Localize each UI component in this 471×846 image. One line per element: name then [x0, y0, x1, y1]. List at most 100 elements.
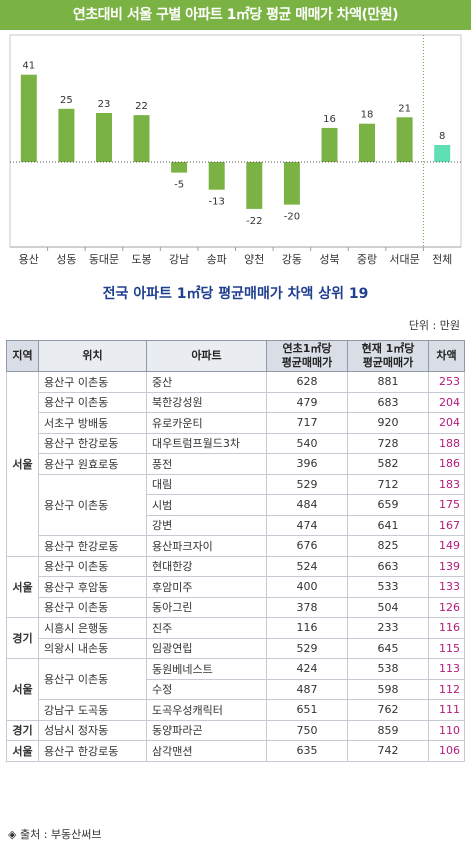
table-row: 서울 용산구 한강로동 삼각맨션 635 742 106: [6, 740, 465, 762]
location-cell: 성남시 정자동: [38, 719, 147, 741]
diff-cell: 106: [428, 740, 465, 762]
bar-4: [133, 115, 150, 162]
table-row: 강남구 도곡동 도곡우성캐릭터 651 762 111: [7, 699, 465, 721]
current-price-cell: 645: [347, 637, 429, 659]
location-cell: 용산구 이촌동: [38, 658, 147, 700]
start-price-cell: 750: [266, 719, 348, 741]
header-current-price: 현재 1㎡당 평균매매가: [347, 340, 429, 372]
table-row: 서초구 방배동 유로카운티 717 920 204: [7, 412, 465, 434]
current-price-cell: 504: [347, 596, 429, 618]
current-price-cell: 663: [347, 555, 429, 577]
start-price-cell: 396: [266, 453, 348, 475]
start-price-cell: 479: [266, 391, 348, 413]
diff-cell: 116: [428, 617, 465, 639]
start-price-cell: 529: [266, 473, 348, 495]
bar-3: [96, 113, 112, 162]
bar-12: [434, 145, 451, 162]
header-start-line1: 연초1㎡당: [282, 342, 332, 355]
category-label-4: 도봉: [131, 253, 151, 266]
value-label-11: 21: [398, 103, 411, 114]
value-label-2: 25: [60, 95, 73, 106]
current-price-cell: 233: [347, 617, 429, 639]
bar-10: [359, 123, 375, 162]
start-price-cell: 635: [266, 740, 348, 762]
table-row: 경기 시흥시 은행동 진주 116 233 116: [6, 617, 465, 659]
source-note: ◈ 출처 : 부동산써브: [8, 828, 102, 841]
category-label-8: 강동: [282, 253, 302, 266]
current-price-cell: 742: [347, 740, 429, 762]
location-cell: 용산구 이촌동: [38, 391, 147, 413]
diff-cell: 115: [428, 637, 465, 659]
bar-chart: 41 25 23 22 -5 -13 -22 -20 16 18 21 8 용산 성동 동대문 도봉 강남 송파…: [9, 34, 462, 266]
current-price-cell: 533: [347, 576, 429, 598]
bar-8: [283, 162, 300, 205]
diff-cell: 186: [428, 453, 465, 475]
location-cell: 용산구 이촌동: [38, 473, 147, 536]
start-price-cell: 424: [266, 658, 348, 680]
apartment-cell: 동원베네스트: [146, 658, 267, 680]
location-cell: 용산구 이촌동: [38, 596, 147, 618]
apartment-cell: 유로카운티: [146, 412, 267, 434]
apartment-cell: 용산파크자이: [146, 535, 267, 557]
location-cell: 용산구 원효로동: [38, 453, 147, 475]
current-price-cell: 538: [347, 658, 429, 680]
diff-cell: 112: [428, 678, 465, 700]
table-row: 용산구 원효로동 풍전 396 582 186: [7, 453, 465, 475]
header-region: 지역: [6, 340, 39, 372]
location-cell: 강남구 도곡동: [38, 699, 147, 721]
diff-cell: 188: [428, 432, 465, 454]
current-price-cell: 582: [347, 453, 429, 475]
start-price-cell: 487: [266, 678, 348, 700]
apartment-cell: 강변: [146, 514, 267, 536]
bar-9: [321, 127, 338, 162]
start-price-cell: 628: [266, 371, 348, 393]
bar-11: [396, 117, 413, 162]
table-row: 용산구 이촌동 동아그린 378 504 126: [7, 596, 465, 618]
start-price-cell: 540: [266, 432, 348, 454]
diff-cell: 111: [428, 699, 465, 721]
current-price-cell: 659: [347, 494, 429, 516]
value-label-8: -20: [284, 212, 300, 223]
location-cell: 용산구 한강로동: [38, 535, 147, 557]
category-label-9: 성북: [319, 253, 339, 266]
header-current-line1: 현재 1㎡당: [361, 342, 415, 355]
header-diff: 차액: [428, 340, 465, 372]
start-price-cell: 529: [266, 637, 348, 659]
table-row: 경기 성남시 정자동 동양파라곤 750 859 110: [6, 719, 465, 741]
bar-2: [58, 108, 75, 163]
value-label-10: 18: [361, 110, 374, 121]
apartment-cell: 삼각맨션: [146, 740, 267, 762]
region-cell: 경기: [6, 719, 39, 741]
table-row: 서울 용산구 이촌동 중산 628 881 253: [6, 371, 465, 557]
diff-cell: 175: [428, 494, 465, 516]
category-label-10: 중랑: [357, 253, 377, 266]
category-label-6: 송파: [207, 253, 227, 266]
location-cell: 서초구 방배동: [38, 412, 147, 434]
table-row: 서울 용산구 이촌동 현대한강 524 663 139: [6, 555, 465, 618]
bar-5: [171, 162, 188, 173]
value-label-9: 16: [323, 114, 336, 125]
current-price-cell: 641: [347, 514, 429, 536]
apartment-cell: 후암미주: [146, 576, 267, 598]
category-label-12: 전체: [432, 253, 452, 266]
category-label-5: 강남: [169, 253, 189, 266]
start-price-cell: 378: [266, 596, 348, 618]
location-cell: 의왕시 내손동: [38, 637, 147, 659]
chart-title: 연초대비 서울 구별 아파트 1㎡당 평균 매매가 차액(만원): [0, 0, 471, 30]
region-cell: 서울: [6, 740, 39, 762]
current-price-cell: 762: [347, 699, 429, 721]
location-cell: 용산구 후암동: [38, 576, 147, 598]
current-price-cell: 920: [347, 412, 429, 434]
apartment-cell: 현대한강: [146, 555, 267, 577]
table-header-row: 지역 위치 아파트 연초1㎡당 평균매매가 현재 1㎡당 평균매매가 차액: [6, 340, 465, 372]
diff-cell: 133: [428, 576, 465, 598]
value-label-3: 23: [98, 99, 111, 110]
table-row: 서울 용산구 이촌동 동원베네스트 424 538 113: [6, 658, 465, 721]
region-cell: 경기: [6, 617, 39, 659]
table-body: 서울 용산구 이촌동 중산 628 881 253 용산구 이촌동 북한강성원 479 683 20…: [6, 371, 465, 762]
apartment-cell: 도곡우성캐릭터: [146, 699, 267, 721]
apartment-cell: 북한강성원: [146, 391, 267, 413]
start-price-cell: 524: [266, 555, 348, 577]
start-price-cell: 676: [266, 535, 348, 557]
category-label-2: 성동: [56, 253, 76, 266]
